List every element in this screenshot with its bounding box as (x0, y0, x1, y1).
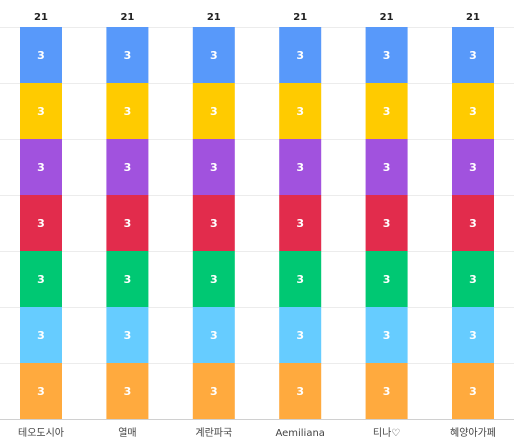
bar-segment (452, 27, 494, 83)
bar-segment (279, 195, 322, 251)
data-label: 3 (124, 49, 132, 62)
data-label: 3 (37, 385, 45, 398)
data-label: 3 (383, 105, 391, 118)
data-label: 3 (210, 49, 218, 62)
bar-segment (279, 139, 322, 195)
bar-segment (192, 27, 235, 83)
data-label: 3 (296, 273, 304, 286)
bar-segment (20, 27, 62, 83)
total-label: 21 (466, 12, 480, 23)
data-label: 3 (124, 385, 132, 398)
bar-segment (452, 195, 494, 251)
bar-segment (106, 251, 149, 307)
data-label: 3 (296, 329, 304, 342)
bar-segment (20, 307, 62, 363)
data-label: 3 (124, 217, 132, 230)
data-label: 3 (124, 273, 132, 286)
bar-segment (365, 195, 408, 251)
data-label: 3 (383, 385, 391, 398)
bar-segment (279, 251, 322, 307)
data-label: 3 (469, 273, 477, 286)
data-label: 3 (37, 105, 45, 118)
x-tick-label: 열매 (118, 427, 136, 439)
data-label: 3 (296, 161, 304, 174)
data-label: 3 (210, 273, 218, 286)
bar-segment (192, 83, 235, 139)
data-label: 3 (210, 105, 218, 118)
bar-segment (365, 139, 408, 195)
bar-segment (106, 139, 149, 195)
data-label: 3 (37, 217, 45, 230)
data-label: 3 (210, 161, 218, 174)
bar-segment (452, 251, 494, 307)
bar-segment (365, 27, 408, 83)
bar-segment (192, 363, 235, 419)
bar-segment (365, 363, 408, 419)
bar-segment (452, 363, 494, 419)
data-label: 3 (296, 217, 304, 230)
bar-segment (279, 83, 322, 139)
bar-segment (106, 195, 149, 251)
data-label: 3 (296, 105, 304, 118)
total-label: 21 (293, 12, 307, 23)
data-label: 3 (296, 385, 304, 398)
data-label: 3 (37, 273, 45, 286)
bar-segment (279, 307, 322, 363)
data-label: 3 (469, 385, 477, 398)
bar-segment (279, 27, 322, 83)
data-label: 3 (469, 105, 477, 118)
data-label: 3 (383, 273, 391, 286)
x-tick-label: 티나♡ (373, 427, 400, 439)
total-label: 21 (120, 12, 134, 23)
bar-segment (452, 307, 494, 363)
data-label: 3 (37, 49, 45, 62)
data-label: 3 (124, 329, 132, 342)
data-label: 3 (37, 329, 45, 342)
total-label: 21 (207, 12, 221, 23)
data-label: 3 (210, 217, 218, 230)
bar-segment (106, 363, 149, 419)
bar-segment (20, 195, 62, 251)
data-label: 3 (469, 217, 477, 230)
data-label: 3 (469, 329, 477, 342)
data-label: 3 (383, 161, 391, 174)
bar-segment (192, 251, 235, 307)
bar-segment (452, 139, 494, 195)
bar-segment (279, 363, 322, 419)
bar-segment (106, 307, 149, 363)
bar-segment (365, 307, 408, 363)
data-label: 3 (383, 329, 391, 342)
data-label: 3 (296, 49, 304, 62)
bar-segment (365, 251, 408, 307)
x-tick-label: Aemiliana (275, 428, 325, 439)
bar-segment (192, 307, 235, 363)
x-tick-label: 혜양아가페 (450, 427, 496, 439)
data-label: 3 (469, 49, 477, 62)
bar-segment (192, 195, 235, 251)
data-label: 3 (383, 49, 391, 62)
bar-segment (20, 363, 62, 419)
x-tick-label: 계란파국 (195, 427, 232, 439)
bar-segment (20, 83, 62, 139)
total-label: 21 (380, 12, 394, 23)
data-label: 3 (37, 161, 45, 174)
data-label: 3 (124, 105, 132, 118)
x-tick-label: 테오도시아 (18, 427, 64, 439)
data-label: 3 (469, 161, 477, 174)
bar-segment (365, 83, 408, 139)
data-label: 3 (124, 161, 132, 174)
bar-segment (106, 83, 149, 139)
data-label: 3 (383, 217, 391, 230)
total-label: 21 (34, 12, 48, 23)
bar-segment (452, 83, 494, 139)
data-label: 3 (210, 329, 218, 342)
bar-segment (20, 251, 62, 307)
data-label: 3 (210, 385, 218, 398)
bar-segment (20, 139, 62, 195)
bar-segment (106, 27, 149, 83)
bar-segment (192, 139, 235, 195)
